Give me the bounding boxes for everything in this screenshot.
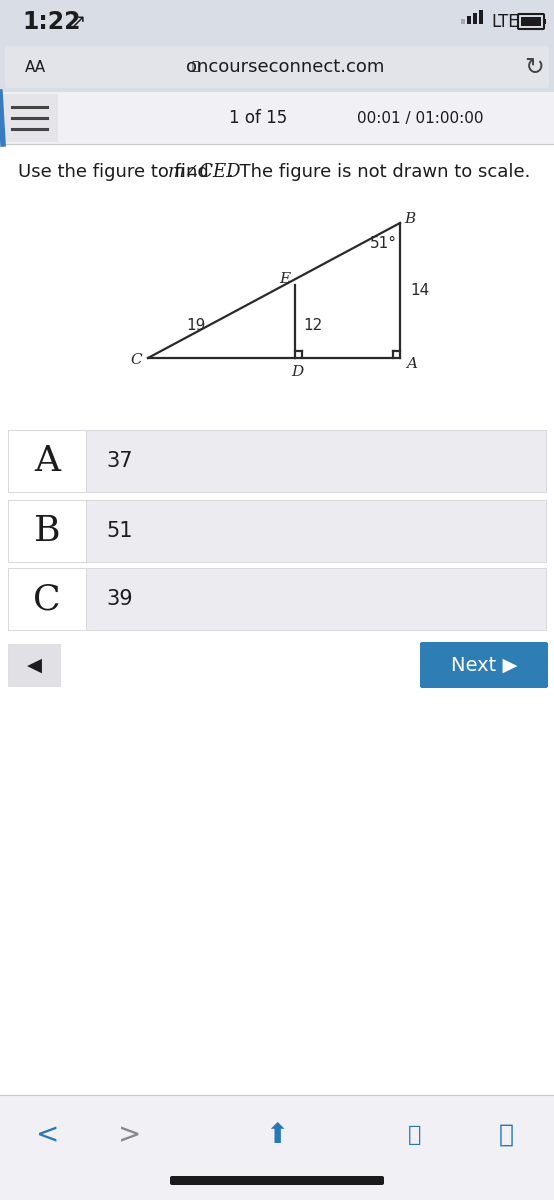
Bar <box>0 1094 554 1200</box>
FancyBboxPatch shape <box>170 1176 384 1186</box>
Text: Next ▶: Next ▶ <box>451 655 517 674</box>
Bar <box>0 0 554 44</box>
Bar <box>473 13 477 24</box>
Text: ↻: ↻ <box>524 55 544 79</box>
Bar <box>479 10 483 24</box>
Text: ⬆: ⬆ <box>265 1121 289 1150</box>
Text: E: E <box>279 272 290 286</box>
Text: 1:22: 1:22 <box>22 10 80 34</box>
Text: 00:01 / 01:00:00: 00:01 / 01:00:00 <box>357 110 483 126</box>
Bar <box>0 700 554 1100</box>
Bar <box>8 644 60 686</box>
Text: LTE: LTE <box>491 13 519 31</box>
Bar <box>0 92 554 144</box>
Bar <box>8 568 546 630</box>
Text: 🔒: 🔒 <box>191 60 199 73</box>
Bar <box>467 16 471 24</box>
Bar <box>0 92 554 1102</box>
Text: . The figure is not drawn to scale.: . The figure is not drawn to scale. <box>228 163 530 181</box>
Text: 📖: 📖 <box>408 1126 422 1145</box>
Text: >: > <box>119 1121 142 1150</box>
Text: 51°: 51° <box>370 235 397 251</box>
Bar <box>8 500 546 562</box>
Bar <box>521 17 541 26</box>
Text: Use the figure to find: Use the figure to find <box>18 163 214 181</box>
Text: D: D <box>291 365 303 379</box>
Text: ⧉: ⧉ <box>499 1123 514 1147</box>
Text: A: A <box>407 358 418 371</box>
Bar <box>8 430 546 492</box>
Text: 19: 19 <box>186 318 206 332</box>
Text: 1 of 15: 1 of 15 <box>229 109 287 127</box>
Bar <box>0 44 554 92</box>
FancyBboxPatch shape <box>5 46 549 88</box>
Bar <box>461 19 465 24</box>
Text: A: A <box>34 444 60 478</box>
Text: <: < <box>37 1121 60 1150</box>
Bar <box>8 500 86 562</box>
Text: C: C <box>33 582 61 616</box>
Text: 51: 51 <box>106 521 132 541</box>
Text: m∠CED: m∠CED <box>168 163 242 181</box>
Text: 12: 12 <box>303 318 322 332</box>
Text: AA: AA <box>25 60 46 74</box>
Text: B: B <box>404 212 416 226</box>
Text: C: C <box>130 353 142 367</box>
Text: 39: 39 <box>106 589 132 608</box>
Bar <box>8 568 86 630</box>
Text: B: B <box>34 514 60 548</box>
Text: 37: 37 <box>106 451 132 470</box>
Text: ↗: ↗ <box>70 13 85 31</box>
Text: ◀: ◀ <box>27 655 42 674</box>
Text: 14: 14 <box>410 283 429 298</box>
FancyBboxPatch shape <box>420 642 548 688</box>
Bar <box>8 430 86 492</box>
Bar <box>3 94 58 142</box>
Bar <box>543 19 546 24</box>
Text: oncourseconnect.com: oncourseconnect.com <box>186 58 384 76</box>
